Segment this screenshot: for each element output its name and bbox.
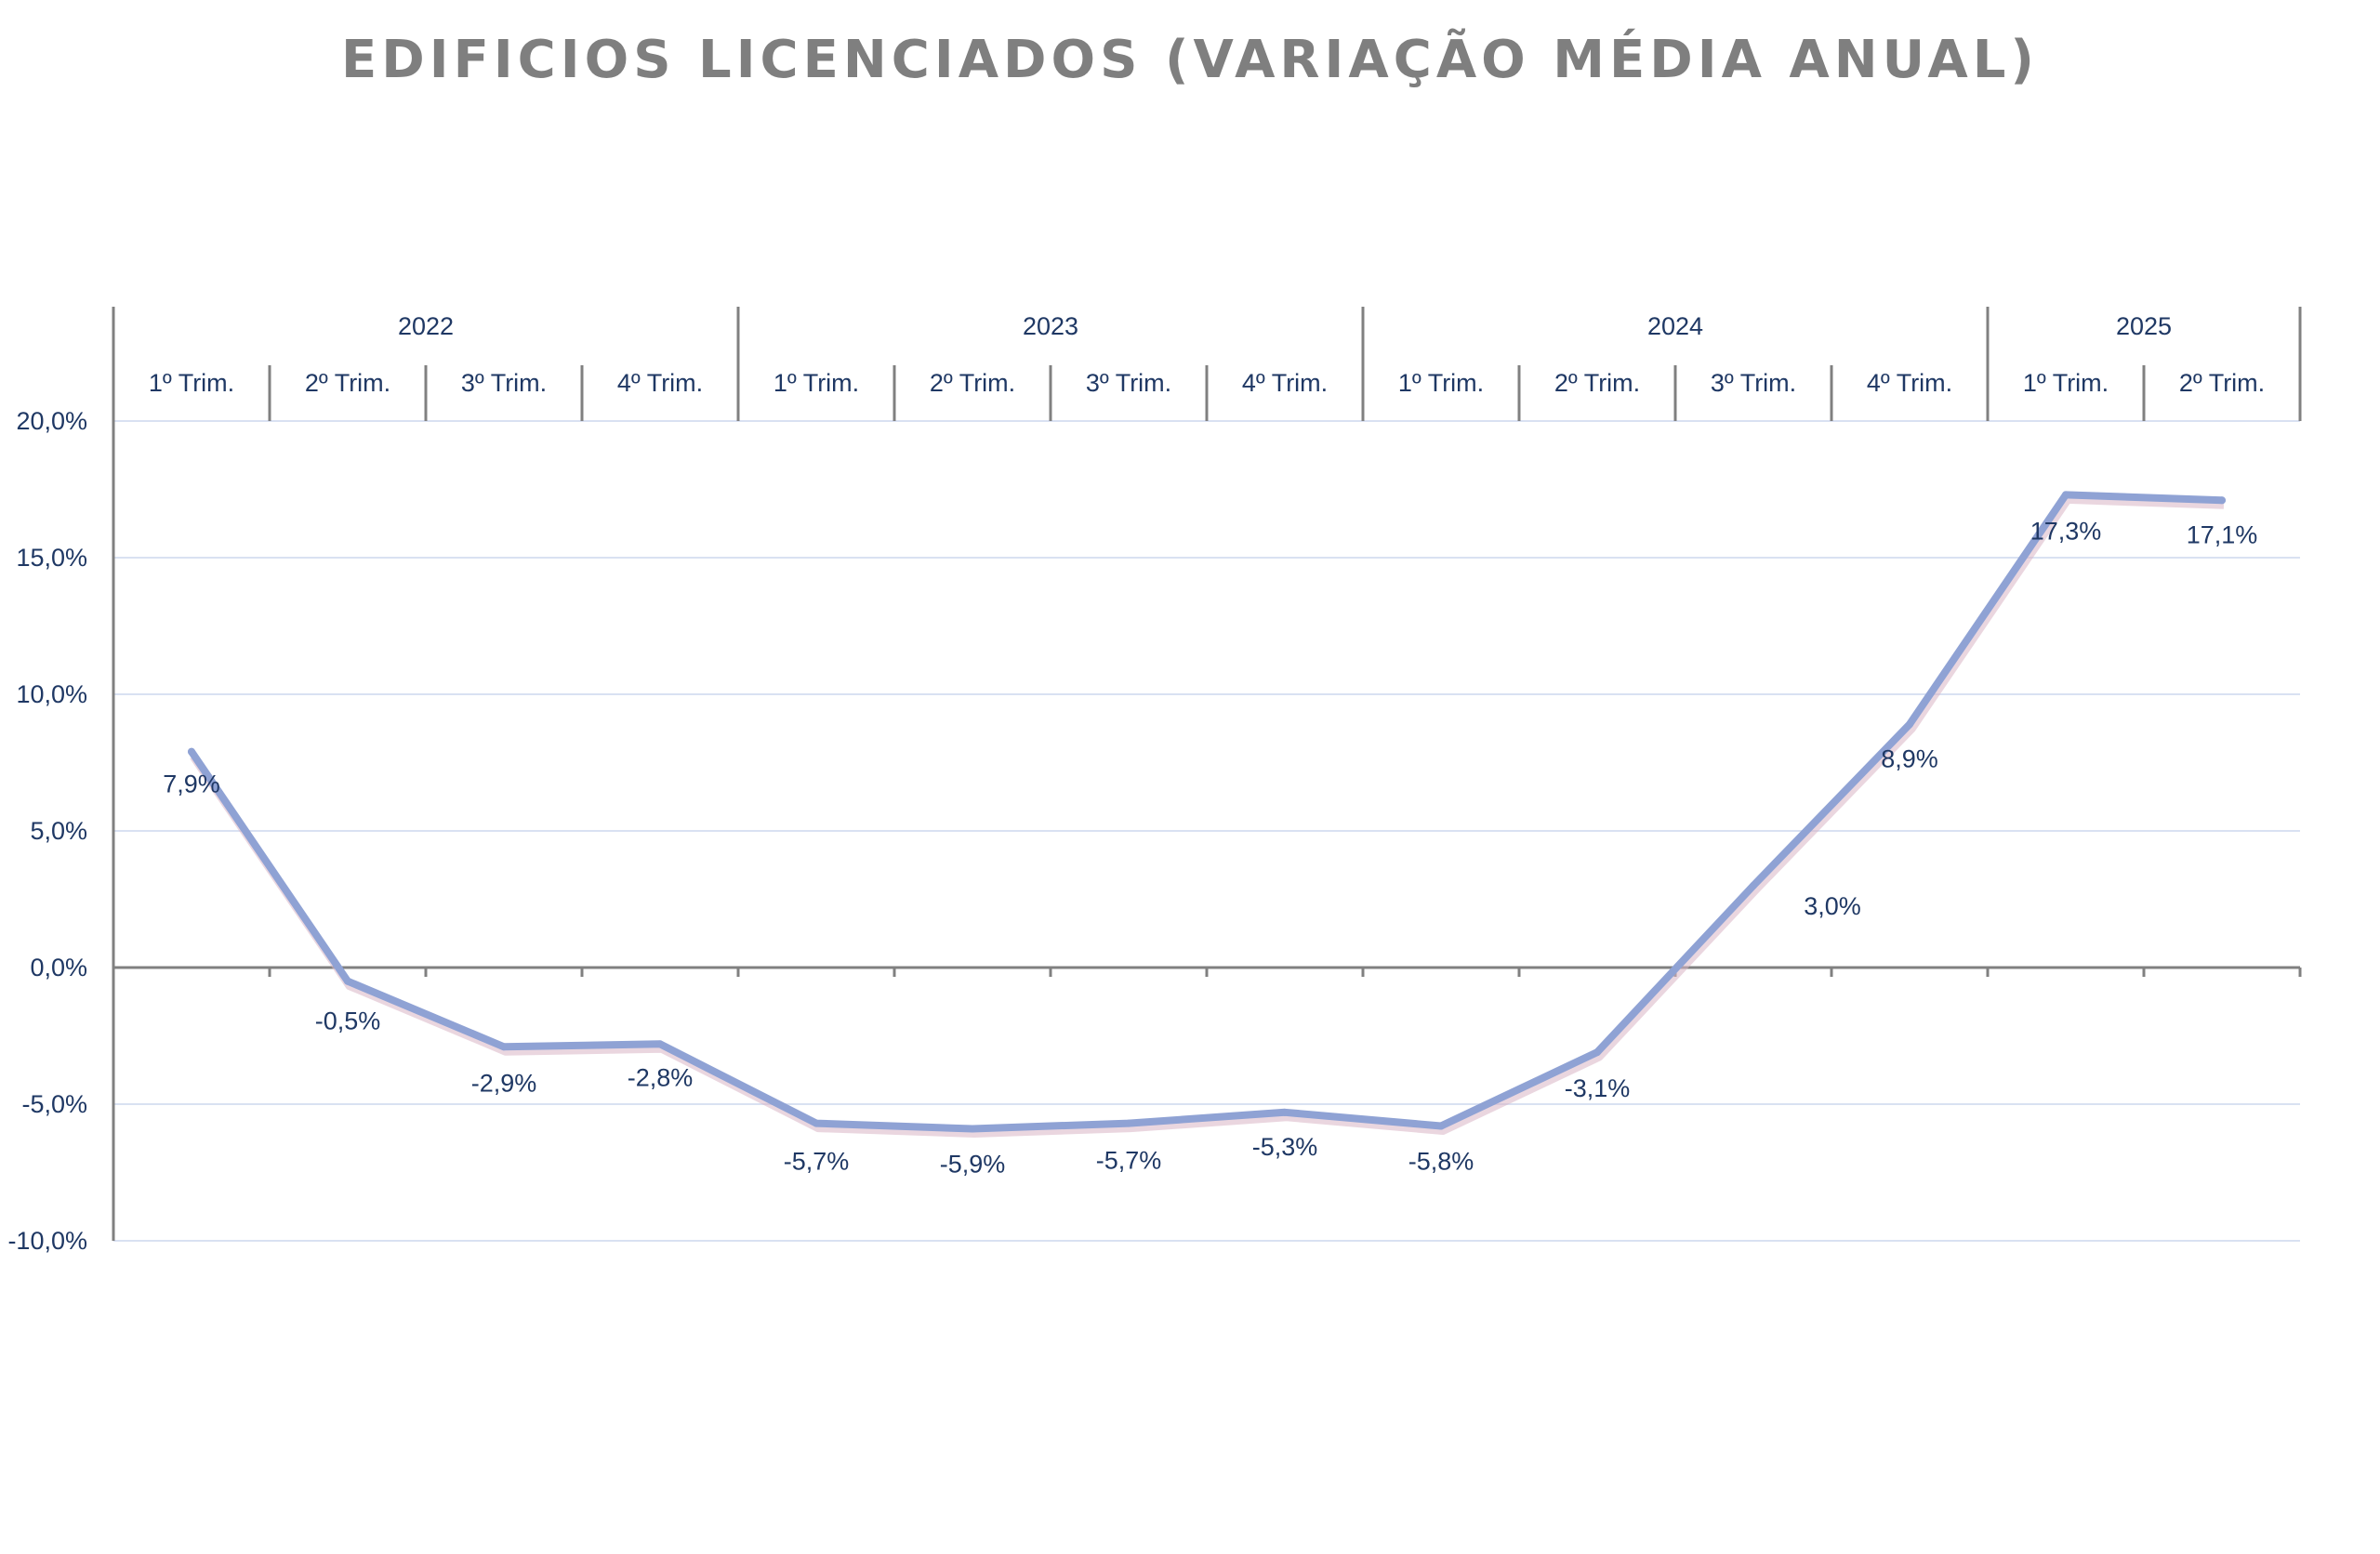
data-label: -5,9%: [940, 1150, 1006, 1178]
data-label: -3,1%: [1565, 1074, 1631, 1102]
data-point: [1906, 720, 1913, 729]
quarter-label: 3º Trim.: [1711, 369, 1796, 397]
data-point: [1437, 1122, 1445, 1130]
data-point: [1125, 1119, 1132, 1127]
axes: [112, 307, 2302, 1241]
data-label: 17,1%: [2187, 520, 2258, 548]
data-label: -5,3%: [1252, 1133, 1318, 1161]
data-label: -5,7%: [1096, 1147, 1162, 1175]
data-label: 3,0%: [1804, 892, 1861, 920]
quarter-label: 1º Trim.: [2023, 369, 2109, 397]
data-label: -0,5%: [315, 1007, 381, 1035]
quarter-label: 1º Trim.: [149, 369, 234, 397]
y-tick-label: 15,0%: [16, 544, 87, 572]
y-tick-label: 0,0%: [30, 954, 87, 981]
y-tick-label: -10,0%: [7, 1227, 87, 1255]
quarter-label: 2º Trim.: [305, 369, 390, 397]
quarter-label: 2º Trim.: [2179, 369, 2265, 397]
quarter-label: 1º Trim.: [774, 369, 859, 397]
series-line-shadow: [190, 494, 2225, 1138]
data-label: -2,9%: [471, 1069, 537, 1097]
series-line: [188, 491, 2226, 1138]
data-point: [2062, 491, 2069, 499]
quarter-label: 4º Trim.: [1867, 369, 1952, 397]
data-label: 17,3%: [2030, 517, 2102, 545]
series-line: [188, 491, 2226, 1133]
y-tick-label: 10,0%: [16, 680, 87, 708]
data-point: [1281, 1108, 1289, 1116]
y-tick-label: 5,0%: [30, 817, 87, 845]
data-point: [500, 1043, 508, 1051]
data-label: -5,8%: [1408, 1148, 1474, 1176]
quarter-label: 2º Trim.: [930, 369, 1015, 397]
gridlines: [113, 420, 2300, 1242]
y-axis-ticks: 20,0% 15,0% 10,0% 5,0% 0,0% -5,0% -10,0%: [7, 407, 87, 1255]
data-labels: 7,9% -0,5% -2,9% -2,8% -5,7% -5,9% -5,7% -5,3% -…: [163, 517, 2257, 1178]
data-label: 8,9%: [1881, 744, 1938, 772]
data-label: 7,9%: [163, 770, 220, 798]
data-point: [2218, 496, 2226, 505]
y-tick-label: 20,0%: [16, 407, 87, 435]
year-label: 2024: [1647, 312, 1703, 340]
data-point: [813, 1119, 820, 1127]
quarter-label: 4º Trim.: [617, 369, 703, 397]
data-point: [344, 977, 351, 985]
quarter-label: 3º Trim.: [1086, 369, 1171, 397]
quarter-label: 3º Trim.: [461, 369, 547, 397]
x-axis-categories: 2022 2023 2024 2025 1º Trim. 2º Trim. 3º Trim.…: [149, 307, 2265, 421]
data-point: [969, 1125, 976, 1133]
data-point: [656, 1040, 664, 1048]
year-label: 2023: [1023, 312, 1078, 340]
data-point: [1593, 1048, 1601, 1057]
data-point: [188, 747, 195, 756]
chart-title: EDIFICIOS LICENCIADOS (VARIAÇÃO MÉDIA AN…: [341, 30, 2039, 90]
year-label: 2022: [398, 312, 454, 340]
year-label: 2025: [2116, 312, 2172, 340]
data-label: -5,7%: [784, 1148, 850, 1176]
y-tick-label: -5,0%: [21, 1090, 87, 1118]
data-point: [1750, 881, 1757, 889]
quarter-label: 2º Trim.: [1554, 369, 1640, 397]
quarter-label: 4º Trim.: [1242, 369, 1328, 397]
quarter-label: 1º Trim.: [1398, 369, 1484, 397]
data-label: -2,8%: [628, 1063, 694, 1091]
